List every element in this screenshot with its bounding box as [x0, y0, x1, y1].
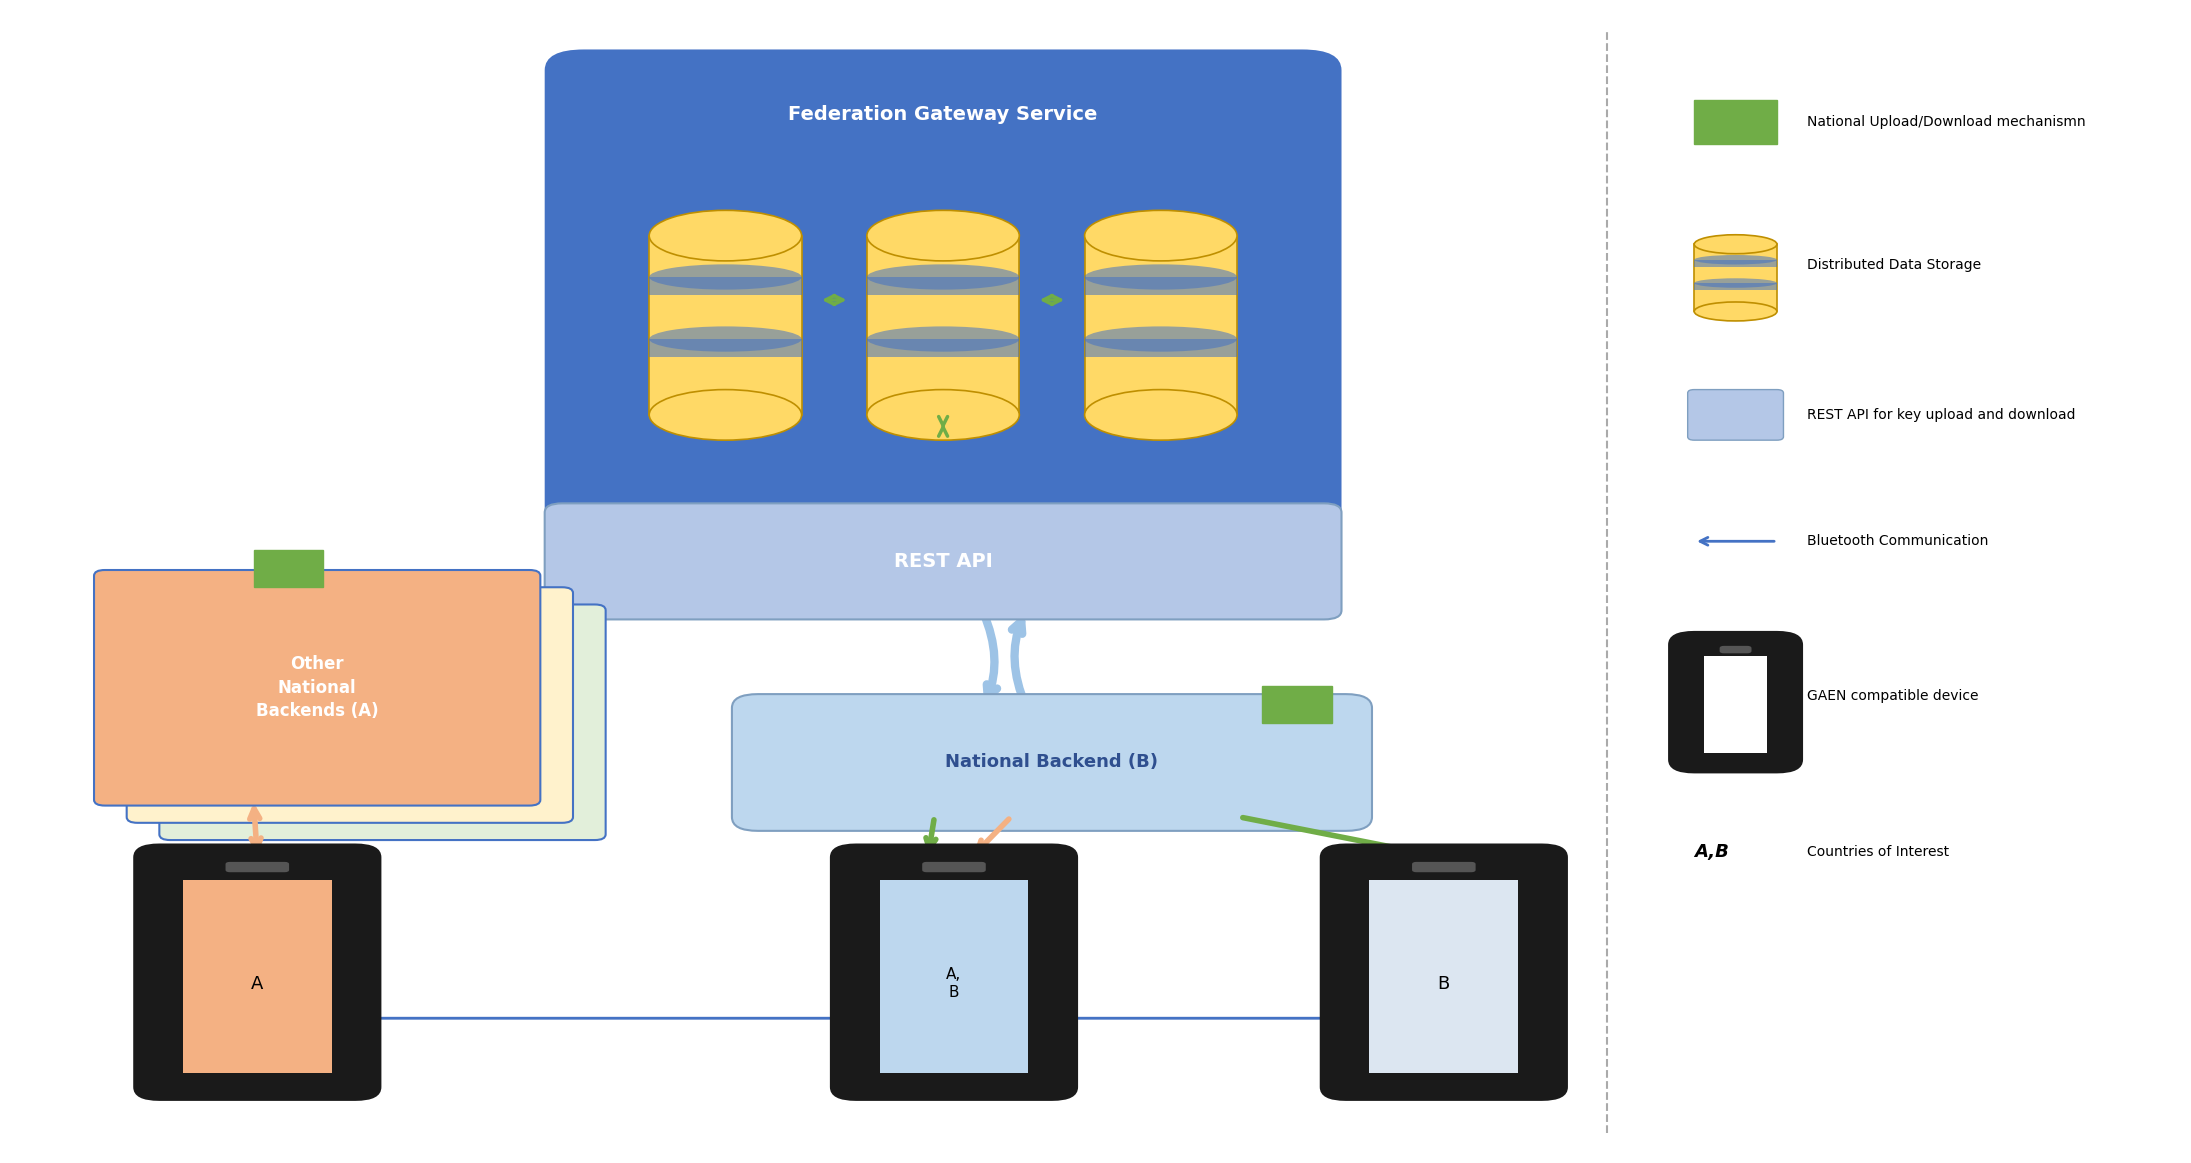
Text: Distributed Data Storage: Distributed Data Storage [1808, 258, 1981, 272]
Ellipse shape [868, 327, 1019, 351]
Text: REST API: REST API [894, 552, 993, 571]
Text: Other
National
Backends (A): Other National Backends (A) [256, 655, 379, 720]
Ellipse shape [1085, 390, 1238, 440]
Ellipse shape [649, 264, 802, 290]
Ellipse shape [649, 327, 802, 351]
Text: Federation Gateway Service: Federation Gateway Service [789, 105, 1098, 123]
Bar [1085, 277, 1238, 295]
Bar [1369, 880, 1518, 1073]
Bar [1085, 340, 1238, 357]
Bar [649, 236, 802, 415]
Text: Countries of Interest: Countries of Interest [1808, 844, 1950, 858]
FancyBboxPatch shape [830, 843, 1078, 1101]
FancyBboxPatch shape [1319, 843, 1569, 1101]
Ellipse shape [649, 211, 802, 261]
Text: A: A [252, 975, 263, 993]
FancyBboxPatch shape [1667, 630, 1803, 773]
FancyBboxPatch shape [732, 694, 1372, 830]
Text: GAEN compatible device: GAEN compatible device [1808, 690, 1978, 704]
Bar [868, 340, 1019, 357]
Bar [1705, 656, 1766, 752]
FancyBboxPatch shape [1411, 862, 1475, 872]
Bar [1694, 283, 1777, 290]
Text: A,
B: A, B [947, 968, 962, 1000]
FancyBboxPatch shape [134, 843, 381, 1101]
Ellipse shape [868, 390, 1019, 440]
Text: National Upload/Download mechanismn: National Upload/Download mechanismn [1808, 115, 2086, 129]
Text: REST API for key upload and download: REST API for key upload and download [1808, 408, 2075, 422]
FancyBboxPatch shape [546, 504, 1341, 620]
FancyBboxPatch shape [1687, 390, 1783, 440]
Bar [868, 236, 1019, 415]
Bar [868, 277, 1019, 295]
Text: Bluetooth Communication: Bluetooth Communication [1808, 534, 1989, 548]
Bar [649, 340, 802, 357]
FancyBboxPatch shape [1720, 645, 1751, 654]
Bar [182, 880, 331, 1073]
Ellipse shape [1085, 264, 1238, 290]
FancyBboxPatch shape [226, 862, 289, 872]
Text: National Backend (B): National Backend (B) [947, 754, 1159, 771]
Bar [1085, 236, 1238, 415]
Bar [1262, 686, 1332, 722]
FancyBboxPatch shape [922, 862, 986, 872]
Bar [1694, 259, 1777, 266]
Bar [254, 550, 322, 587]
FancyBboxPatch shape [160, 605, 605, 840]
Ellipse shape [1694, 278, 1777, 287]
Ellipse shape [1085, 211, 1238, 261]
Ellipse shape [1694, 302, 1777, 321]
FancyBboxPatch shape [546, 50, 1341, 550]
Bar [879, 880, 1028, 1073]
FancyBboxPatch shape [127, 587, 574, 822]
FancyBboxPatch shape [94, 570, 541, 806]
Ellipse shape [649, 390, 802, 440]
Ellipse shape [868, 211, 1019, 261]
Ellipse shape [1694, 255, 1777, 264]
Bar [649, 277, 802, 295]
Ellipse shape [868, 264, 1019, 290]
Bar [1694, 244, 1777, 312]
Ellipse shape [1694, 235, 1777, 254]
Text: A,B: A,B [1694, 842, 1729, 861]
Bar [1694, 100, 1777, 144]
Ellipse shape [1085, 327, 1238, 351]
Text: B: B [1437, 975, 1450, 993]
